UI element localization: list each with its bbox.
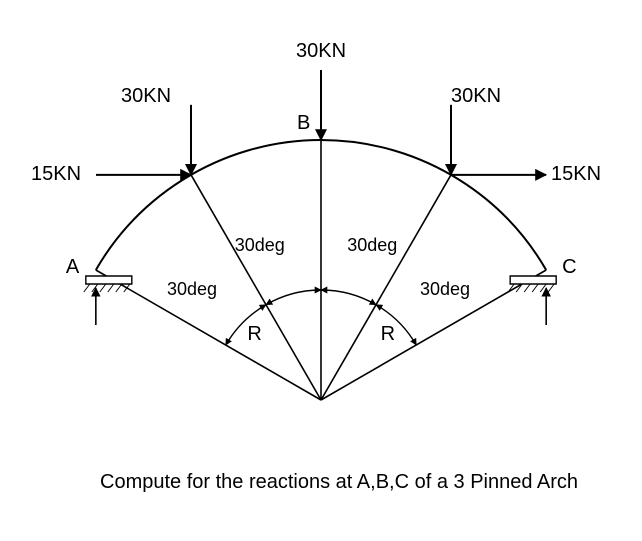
point-label-b: B [297, 112, 310, 135]
point-label-c: C [562, 256, 576, 279]
angle-label-3: 30deg [347, 235, 397, 256]
load-label-h-left: 15KN [31, 163, 81, 186]
radius-label-right: R [381, 323, 395, 346]
load-label-h-right: 15KN [551, 163, 601, 186]
point-label-a: A [66, 256, 79, 279]
problem-caption: Compute for the reactions at A,B,C of a … [100, 470, 580, 495]
load-label-top-left: 30KN [121, 85, 171, 108]
angle-label-4: 30deg [420, 279, 470, 300]
load-label-top-right: 30KN [451, 85, 501, 108]
angle-label-1: 30deg [167, 279, 217, 300]
radius-label-left: R [247, 323, 261, 346]
angle-label-2: 30deg [235, 235, 285, 256]
load-label-top-mid: 30KN [296, 40, 346, 63]
arch-diagram-svg [0, 0, 642, 541]
